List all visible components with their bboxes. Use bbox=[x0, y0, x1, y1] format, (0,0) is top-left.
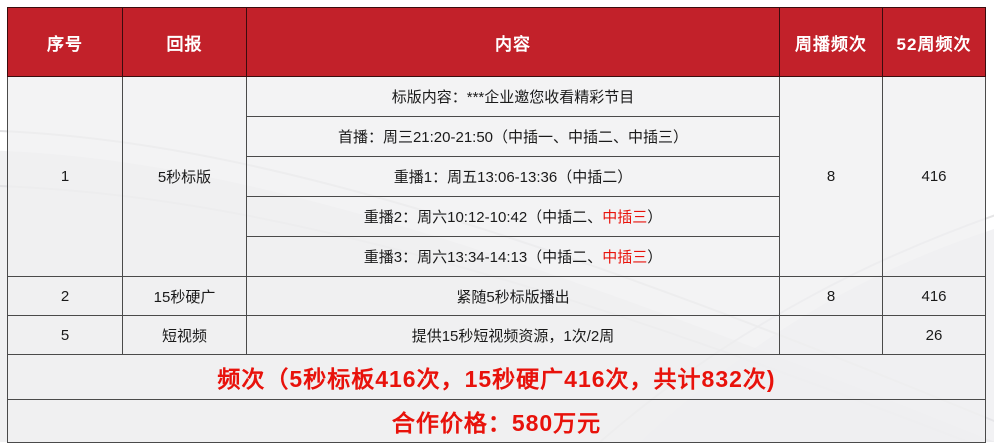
row-weekly-2: 8 bbox=[779, 276, 883, 316]
content-line-1: 标版内容：***企业邀您收看精彩节目 bbox=[246, 76, 780, 117]
column-header-annual: 52周频次 bbox=[882, 7, 986, 77]
row-annual-2: 416 bbox=[882, 276, 986, 316]
row-weekly-1: 8 bbox=[779, 76, 883, 277]
table-row: 1 5秒标版 标版内容：***企业邀您收看精彩节目 8 416 bbox=[7, 76, 986, 277]
content-line-4-suffix: ） bbox=[647, 209, 663, 226]
content-line-4: 重播2：周六10:12-10:42（中插二、中插三） bbox=[246, 196, 780, 237]
row-reward-1: 5秒标版 bbox=[122, 76, 247, 277]
row-weekly-3 bbox=[779, 315, 883, 355]
table-row: 5 短视频 提供15秒短视频资源，1次/2周 26 bbox=[7, 315, 986, 355]
row-index-1: 1 bbox=[7, 76, 123, 277]
table-row: 2 15秒硬广 紧随5秒标版播出 8 416 bbox=[7, 276, 986, 316]
row-reward-2: 15秒硬广 bbox=[122, 276, 247, 316]
content-line-4-prefix: 重播2：周六10:12-10:42（中插二、 bbox=[363, 209, 603, 226]
footer-row-price: 合作价格：580万元 bbox=[7, 399, 986, 443]
content-line-5-accent: 中插三 bbox=[602, 249, 648, 266]
media-plan-table-container: 序号 回报 内容 周播频次 52周频次 1 5秒标版 标版内容：***企业邀您收… bbox=[7, 7, 986, 443]
footer-price-text: 合作价格：580万元 bbox=[7, 399, 986, 443]
row-annual-1: 416 bbox=[882, 76, 986, 277]
row-index-3: 5 bbox=[7, 315, 123, 355]
content-line-3: 重播1：周五13:06-13:36（中插二） bbox=[246, 156, 780, 197]
row-content-3: 提供15秒短视频资源，1次/2周 bbox=[246, 315, 780, 355]
row-content-2: 紧随5秒标版播出 bbox=[246, 276, 780, 316]
table-header-row: 序号 回报 内容 周播频次 52周频次 bbox=[7, 7, 986, 77]
content-line-5-prefix: 重播3：周六13:34-14:13（中插二、 bbox=[363, 249, 603, 266]
footer-row-frequency: 频次（5秒标板416次，15秒硬广416次，共计832次) bbox=[7, 354, 986, 400]
column-header-weekly: 周播频次 bbox=[779, 7, 883, 77]
media-plan-table: 序号 回报 内容 周播频次 52周频次 1 5秒标版 标版内容：***企业邀您收… bbox=[7, 7, 986, 443]
content-line-5-suffix: ） bbox=[647, 249, 663, 266]
row-index-2: 2 bbox=[7, 276, 123, 316]
row-reward-3: 短视频 bbox=[122, 315, 247, 355]
content-line-4-accent: 中插三 bbox=[602, 209, 648, 226]
column-header-content: 内容 bbox=[246, 7, 780, 77]
content-line-2: 首播：周三21:20-21:50（中插一、中插二、中插三） bbox=[246, 116, 780, 157]
footer-frequency-text: 频次（5秒标板416次，15秒硬广416次，共计832次) bbox=[7, 354, 986, 400]
column-header-reward: 回报 bbox=[122, 7, 247, 77]
row-annual-3: 26 bbox=[882, 315, 986, 355]
content-line-5: 重播3：周六13:34-14:13（中插二、中插三） bbox=[246, 236, 780, 277]
column-header-index: 序号 bbox=[7, 7, 123, 77]
